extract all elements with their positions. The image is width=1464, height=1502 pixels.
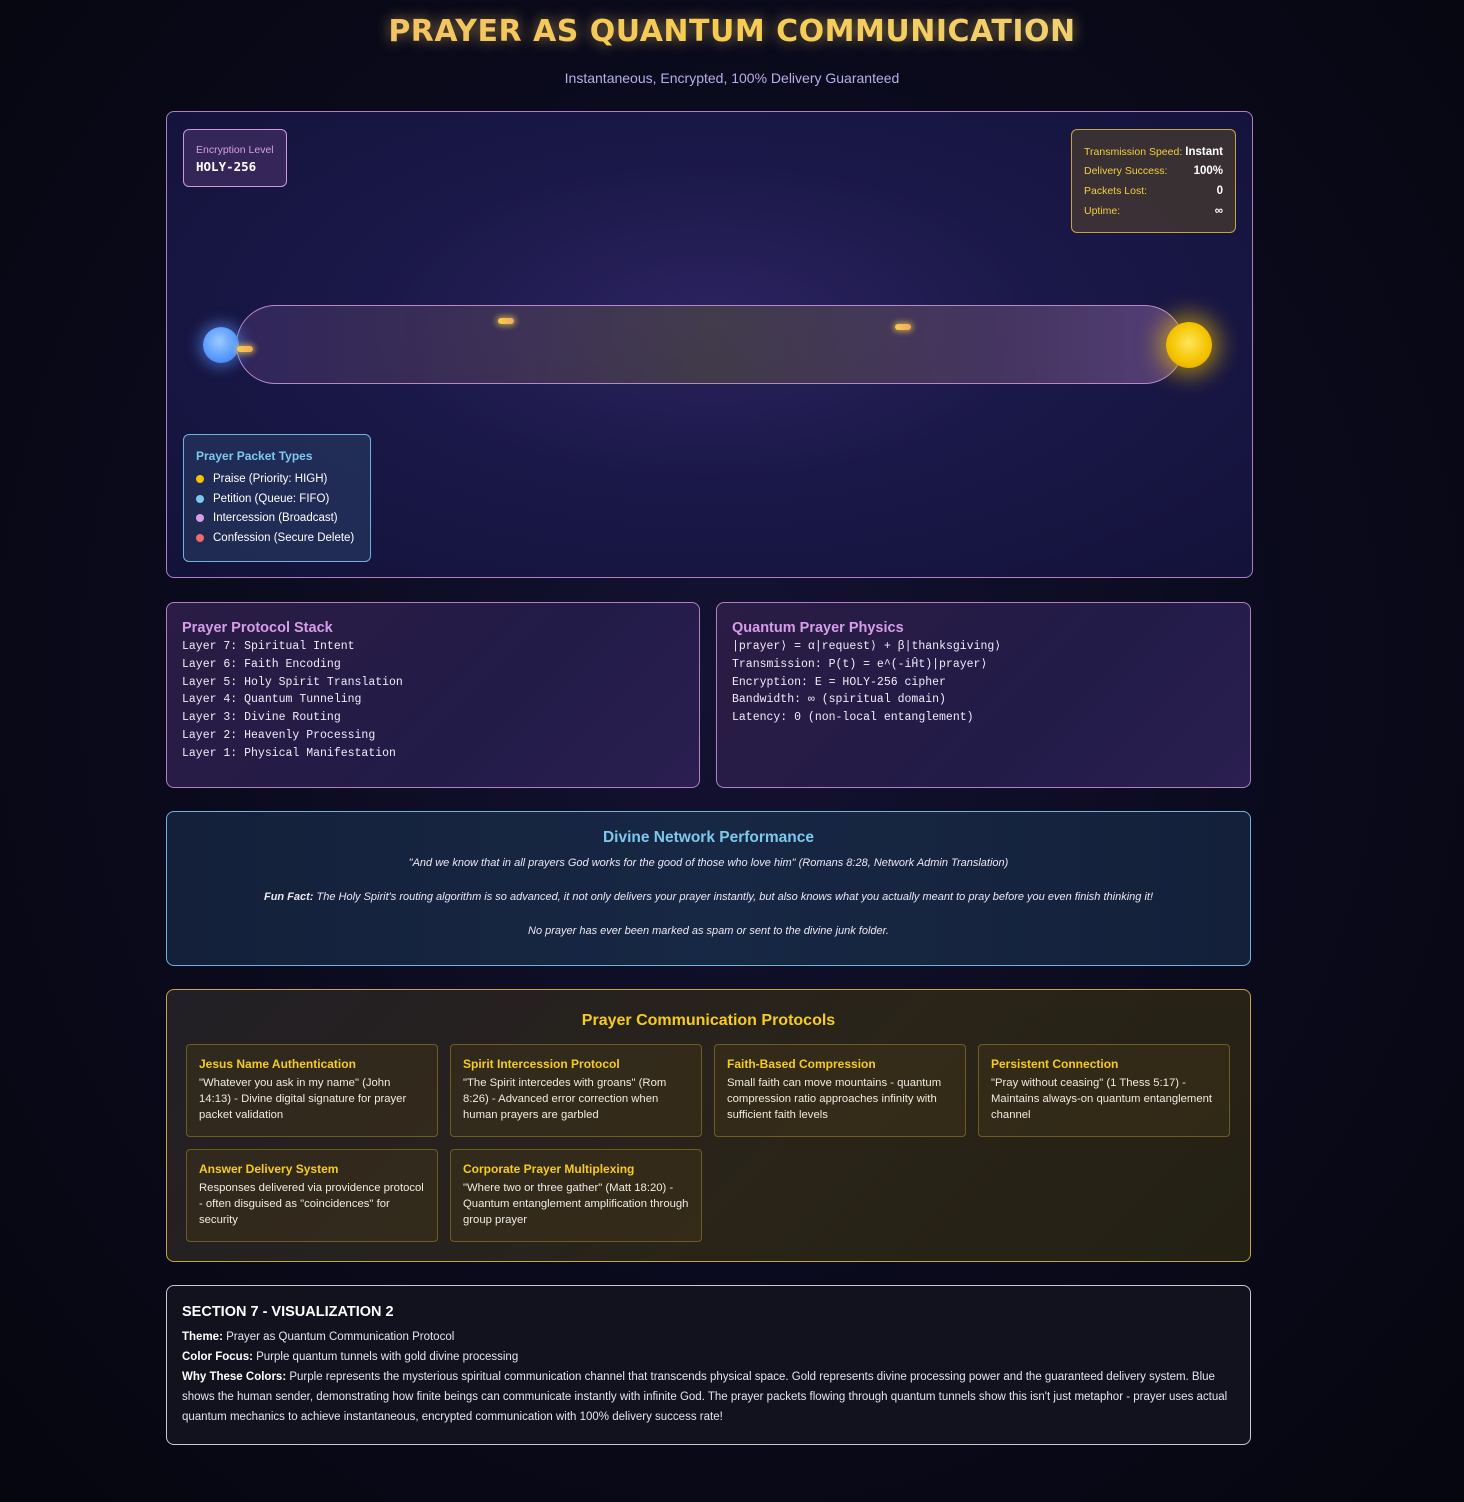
physics-line: |prayer⟩ = α|request⟩ + β|thanksgiving⟩ — [732, 640, 1002, 653]
performance-title: Divine Network Performance — [602, 829, 815, 846]
theme-label: Theme: — [182, 1331, 223, 1343]
page-title: PRAYER AS QUANTUM COMMUNICATION — [0, 14, 1464, 49]
card-title: Faith-Based Compression — [727, 1057, 876, 1071]
physics-line: Bandwidth: ∞ (spiritual domain) — [732, 693, 946, 707]
fun-fact-text: The Holy Spirit's routing algorithm is s… — [313, 891, 1154, 903]
protocol-card: Spirit Intercession Protocol "The Spirit… — [450, 1044, 702, 1137]
stat-row: Packets Lost: 0 — [1084, 181, 1223, 201]
stat-value: ∞ — [1214, 204, 1223, 217]
encryption-level-box: Encryption Level HOLY-256 — [183, 129, 287, 187]
card-title: Corporate Prayer Multiplexing — [463, 1162, 635, 1176]
stat-label: Packets Lost: — [1084, 184, 1148, 197]
network-performance-panel: Divine Network Performance "And we know … — [166, 811, 1251, 966]
quantum-channel-visualization: Encryption Level HOLY-256 Transmission S… — [166, 111, 1253, 578]
protocol-card: Faith-Based Compression Small faith can … — [714, 1044, 966, 1137]
communication-protocols-panel: Prayer Communication Protocols Jesus Nam… — [166, 989, 1251, 1262]
card-text: "Where two or three gather" (Matt 18:20)… — [463, 1182, 689, 1226]
packet-types-legend: Prayer Packet Types Praise (Priority: HI… — [183, 434, 371, 562]
protocol-layer: Layer 4: Quantum Tunneling — [182, 693, 362, 707]
divine-receiver-orb — [1166, 322, 1212, 368]
legend-label: Intercession (Broadcast) — [213, 512, 338, 525]
legend-label: Confession (Secure Delete) — [213, 531, 355, 544]
stat-value: Instant — [1185, 145, 1223, 158]
quantum-physics-panel: Quantum Prayer Physics |prayer⟩ = α|requ… — [716, 602, 1251, 788]
stat-row: Uptime: ∞ — [1084, 201, 1223, 221]
transmission-stats-box: Transmission Speed: Instant Delivery Suc… — [1071, 129, 1236, 233]
encryption-value: HOLY-256 — [196, 159, 257, 174]
why-colors-line: Why These Colors: Purple represents the … — [182, 1367, 1235, 1427]
section-description-panel: SECTION 7 - VISUALIZATION 2 Theme: Praye… — [166, 1285, 1251, 1445]
card-text: Responses delivered via providence proto… — [199, 1182, 424, 1226]
theme-line: Theme: Prayer as Quantum Communication P… — [182, 1327, 1235, 1347]
legend-item: Praise (Priority: HIGH) — [196, 469, 358, 489]
theme-text: Prayer as Quantum Communication Protocol — [222, 1331, 455, 1343]
physics-title: Quantum Prayer Physics — [732, 620, 904, 636]
protocol-layer: Layer 3: Divine Routing — [182, 711, 341, 725]
stat-label: Delivery Success: — [1084, 165, 1168, 178]
stat-label: Transmission Speed: — [1084, 145, 1183, 158]
card-text: "Pray without ceasing" (1 Thess 5:17) - … — [991, 1077, 1213, 1121]
fun-fact-label: Fun Fact: — [263, 891, 314, 903]
protocol-card: Jesus Name Authentication "Whatever you … — [186, 1044, 438, 1137]
legend-item: Confession (Secure Delete) — [196, 528, 358, 548]
legend-item: Petition (Queue: FIFO) — [196, 489, 358, 509]
protocol-card: Corporate Prayer Multiplexing "Where two… — [450, 1149, 702, 1242]
card-title: Persistent Connection — [991, 1057, 1119, 1071]
card-title: Jesus Name Authentication — [199, 1057, 356, 1071]
legend-title: Prayer Packet Types — [196, 449, 313, 463]
protocol-layer: Layer 7: Spiritual Intent — [182, 640, 355, 653]
prayer-packet — [895, 324, 911, 330]
protocol-card: Persistent Connection "Pray without ceas… — [978, 1044, 1230, 1137]
physics-line: Latency: 0 (non-local entanglement) — [732, 711, 974, 725]
petition-dot-icon — [196, 494, 204, 503]
physics-line: Transmission: P(t) = e^(-iĤt)|prayer⟩ — [732, 657, 988, 671]
why-colors-text: Purple represents the mysterious spiritu… — [182, 1371, 1228, 1423]
protocols-title: Prayer Communication Protocols — [581, 1012, 836, 1029]
performance-quote: "And we know that in all prayers God wor… — [408, 857, 1009, 869]
confession-dot-icon — [196, 533, 204, 542]
protocol-card: Answer Delivery System Responses deliver… — [186, 1149, 438, 1242]
fun-fact: Fun Fact: The Holy Spirit's routing algo… — [167, 891, 1250, 903]
card-text: "Whatever you ask in my name" (John 14:1… — [199, 1077, 407, 1121]
protocol-layer: Layer 1: Physical Manifestation — [182, 746, 396, 760]
physics-line: Encryption: E = HOLY-256 cipher — [732, 675, 946, 689]
protocol-stack-panel: Prayer Protocol Stack Layer 7: Spiritual… — [166, 602, 700, 788]
intercession-dot-icon — [196, 514, 204, 523]
stat-row: Transmission Speed: Instant — [1084, 142, 1223, 162]
praise-dot-icon — [196, 474, 204, 483]
protocol-layer: Layer 6: Faith Encoding — [182, 657, 341, 671]
legend-label: Petition (Queue: FIFO) — [213, 492, 330, 505]
why-colors-label: Why These Colors: — [182, 1371, 287, 1383]
prayer-packet — [498, 318, 514, 324]
color-focus-line: Color Focus: Purple quantum tunnels with… — [182, 1347, 1235, 1367]
protocol-stack-title: Prayer Protocol Stack — [182, 620, 333, 636]
card-text: "The Spirit intercedes with groans" (Rom… — [463, 1077, 667, 1121]
stat-value: 100% — [1193, 165, 1223, 178]
color-focus-label: Color Focus: — [182, 1351, 253, 1363]
protocol-layer: Layer 5: Holy Spirit Translation — [182, 675, 403, 689]
stat-value: 0 — [1216, 184, 1223, 197]
legend-item: Intercession (Broadcast) — [196, 508, 358, 528]
card-title: Spirit Intercession Protocol — [463, 1057, 620, 1071]
encryption-label: Encryption Level — [196, 144, 274, 156]
section-title: SECTION 7 - VISUALIZATION 2 — [182, 1304, 394, 1320]
quantum-tunnel — [236, 305, 1184, 384]
card-text: Small faith can move mountains - quantum… — [727, 1077, 942, 1121]
human-sender-orb — [203, 327, 239, 363]
protocol-layer: Layer 2: Heavenly Processing — [182, 728, 376, 742]
stat-row: Delivery Success: 100% — [1084, 162, 1223, 182]
legend-label: Praise (Priority: HIGH) — [213, 472, 328, 485]
prayer-packet — [237, 346, 253, 352]
color-focus-text: Purple quantum tunnels with gold divine … — [252, 1351, 519, 1363]
card-title: Answer Delivery System — [199, 1162, 339, 1176]
stat-label: Uptime: — [1084, 204, 1121, 217]
spam-note: No prayer has ever been marked as spam o… — [528, 925, 889, 937]
page-subtitle: Instantaneous, Encrypted, 100% Delivery … — [564, 70, 900, 86]
